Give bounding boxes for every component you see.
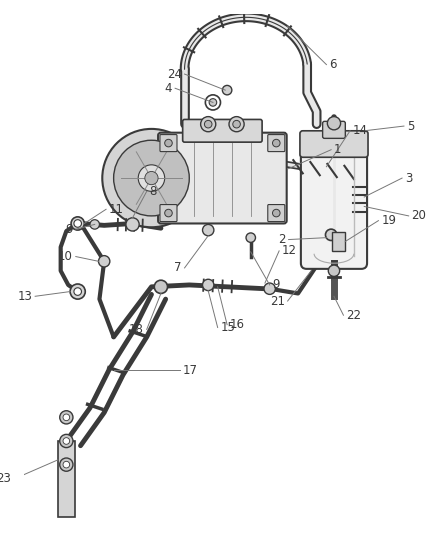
Circle shape — [325, 229, 337, 240]
Circle shape — [246, 233, 255, 243]
FancyBboxPatch shape — [301, 144, 367, 269]
Text: 16: 16 — [230, 318, 245, 331]
Text: 14: 14 — [353, 124, 368, 138]
Circle shape — [74, 288, 81, 295]
Text: 15: 15 — [220, 321, 235, 334]
Text: 17: 17 — [183, 364, 198, 376]
Bar — [58, 441, 75, 516]
Circle shape — [70, 284, 85, 299]
Circle shape — [272, 209, 280, 217]
Circle shape — [165, 139, 172, 147]
Circle shape — [223, 85, 232, 95]
Circle shape — [60, 434, 73, 448]
Text: 23: 23 — [0, 472, 11, 486]
FancyBboxPatch shape — [268, 134, 285, 151]
Circle shape — [272, 139, 280, 147]
Text: 11: 11 — [109, 203, 124, 216]
Circle shape — [63, 438, 70, 445]
Text: 18: 18 — [129, 323, 144, 336]
Circle shape — [165, 209, 172, 217]
Circle shape — [145, 172, 158, 185]
Circle shape — [202, 224, 214, 236]
Circle shape — [202, 279, 214, 290]
Circle shape — [74, 220, 81, 227]
Circle shape — [102, 129, 201, 227]
Circle shape — [327, 117, 341, 130]
Circle shape — [90, 220, 99, 229]
Circle shape — [71, 217, 84, 230]
Text: 13: 13 — [18, 290, 32, 303]
FancyBboxPatch shape — [160, 134, 177, 151]
Circle shape — [138, 165, 165, 191]
Circle shape — [205, 120, 212, 128]
Text: 4: 4 — [165, 82, 172, 95]
Text: 10: 10 — [58, 250, 73, 263]
Circle shape — [99, 256, 110, 267]
Circle shape — [233, 120, 240, 128]
Text: 22: 22 — [346, 309, 361, 322]
Circle shape — [328, 265, 339, 277]
Circle shape — [60, 411, 73, 424]
Circle shape — [63, 414, 70, 421]
Circle shape — [154, 280, 167, 294]
Text: 21: 21 — [270, 295, 285, 308]
Text: 20: 20 — [412, 209, 427, 222]
FancyBboxPatch shape — [300, 131, 368, 157]
Text: 5: 5 — [407, 119, 414, 133]
FancyBboxPatch shape — [183, 119, 262, 142]
Text: 2: 2 — [278, 233, 286, 246]
Circle shape — [201, 117, 216, 132]
Circle shape — [60, 458, 73, 471]
Text: 12: 12 — [282, 245, 297, 257]
Text: 7: 7 — [174, 261, 182, 274]
Text: 19: 19 — [381, 214, 396, 227]
Circle shape — [205, 95, 220, 110]
Circle shape — [63, 461, 70, 468]
Text: 1: 1 — [334, 143, 342, 156]
Text: 8: 8 — [149, 185, 157, 198]
Circle shape — [126, 218, 139, 231]
Circle shape — [264, 283, 276, 294]
Circle shape — [229, 117, 244, 132]
Text: 3: 3 — [405, 172, 412, 184]
FancyBboxPatch shape — [158, 133, 287, 223]
Circle shape — [113, 140, 189, 216]
Bar — [332, 232, 345, 251]
Circle shape — [209, 99, 217, 106]
Text: 6: 6 — [329, 58, 337, 71]
Text: 9: 9 — [272, 278, 280, 292]
FancyBboxPatch shape — [268, 205, 285, 222]
Text: 9: 9 — [65, 223, 73, 236]
FancyBboxPatch shape — [323, 122, 345, 139]
FancyBboxPatch shape — [160, 205, 177, 222]
Text: 24: 24 — [167, 68, 182, 80]
